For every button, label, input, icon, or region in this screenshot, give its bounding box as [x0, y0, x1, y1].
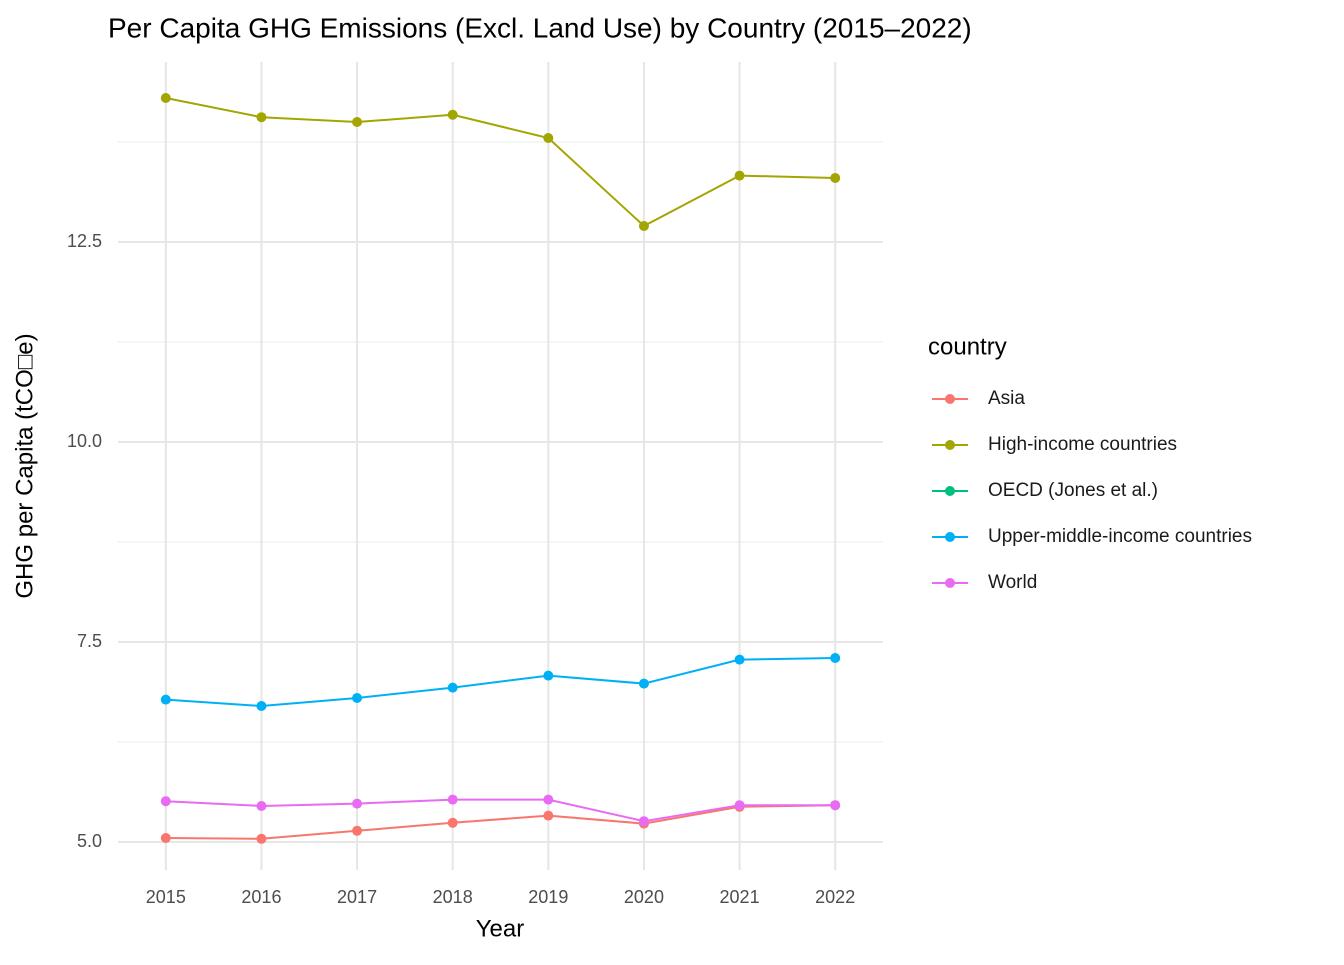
- data-point: [543, 670, 554, 681]
- y-tick-label: 5.0: [77, 831, 102, 851]
- data-point: [352, 798, 363, 809]
- data-point: [447, 109, 458, 120]
- x-axis-title: Year: [476, 915, 525, 942]
- y-tick-label: 10.0: [67, 431, 102, 451]
- x-tick-label: 2022: [815, 887, 855, 907]
- data-point: [256, 112, 267, 123]
- series-line: [165, 657, 836, 708]
- x-tick-label: 2021: [720, 887, 760, 907]
- data-point: [638, 816, 649, 827]
- data-point: [160, 833, 171, 843]
- x-tick-label: 2016: [241, 887, 281, 907]
- legend-key-point: [945, 486, 955, 496]
- chart-title: Per Capita GHG Emissions (Excl. Land Use…: [108, 12, 972, 43]
- data-point: [160, 796, 171, 807]
- x-tick-label: 2020: [624, 887, 664, 907]
- data-point: [830, 173, 841, 183]
- data-point: [160, 93, 171, 103]
- data-point: [830, 800, 841, 811]
- x-tick-label: 2015: [146, 887, 186, 907]
- legend-title: country: [928, 333, 1007, 360]
- data-point: [830, 653, 841, 663]
- data-point: [447, 682, 458, 693]
- x-tick-label: 2018: [433, 887, 473, 907]
- legend-label: World: [988, 572, 1037, 593]
- series-line: [165, 804, 836, 840]
- y-tick-label: 12.5: [67, 231, 102, 251]
- data-point: [543, 794, 554, 805]
- y-tick-label: 7.5: [77, 631, 102, 651]
- data-point: [543, 133, 554, 143]
- legend-label: Upper-middle-income countries: [988, 526, 1252, 547]
- data-point: [638, 678, 649, 689]
- y-axis-title: GHG per Capita (tCO□e): [11, 333, 38, 598]
- series-line: [165, 798, 836, 823]
- data-point: [543, 810, 554, 821]
- legend-label: Asia: [988, 388, 1025, 409]
- data-point: [734, 654, 745, 665]
- x-tick-label: 2019: [528, 887, 568, 907]
- legend-key-point: [945, 532, 955, 542]
- data-point: [734, 170, 745, 181]
- data-point: [256, 701, 267, 711]
- data-point: [734, 800, 745, 811]
- legend-key-point: [945, 578, 955, 588]
- data-point: [352, 825, 363, 836]
- data-point: [256, 801, 267, 811]
- series-line: [165, 97, 836, 228]
- data-point: [447, 794, 458, 805]
- data-point: [160, 694, 171, 705]
- data-point: [352, 117, 363, 127]
- legend-key-point: [945, 440, 955, 450]
- legend-label: OECD (Jones et al.): [988, 480, 1158, 501]
- data-point: [447, 817, 458, 828]
- data-point: [352, 693, 363, 703]
- legend-label: High-income countries: [988, 434, 1177, 455]
- data-point: [638, 221, 649, 231]
- legend-key-point: [945, 394, 955, 404]
- data-point: [256, 833, 267, 844]
- x-tick-label: 2017: [337, 887, 377, 907]
